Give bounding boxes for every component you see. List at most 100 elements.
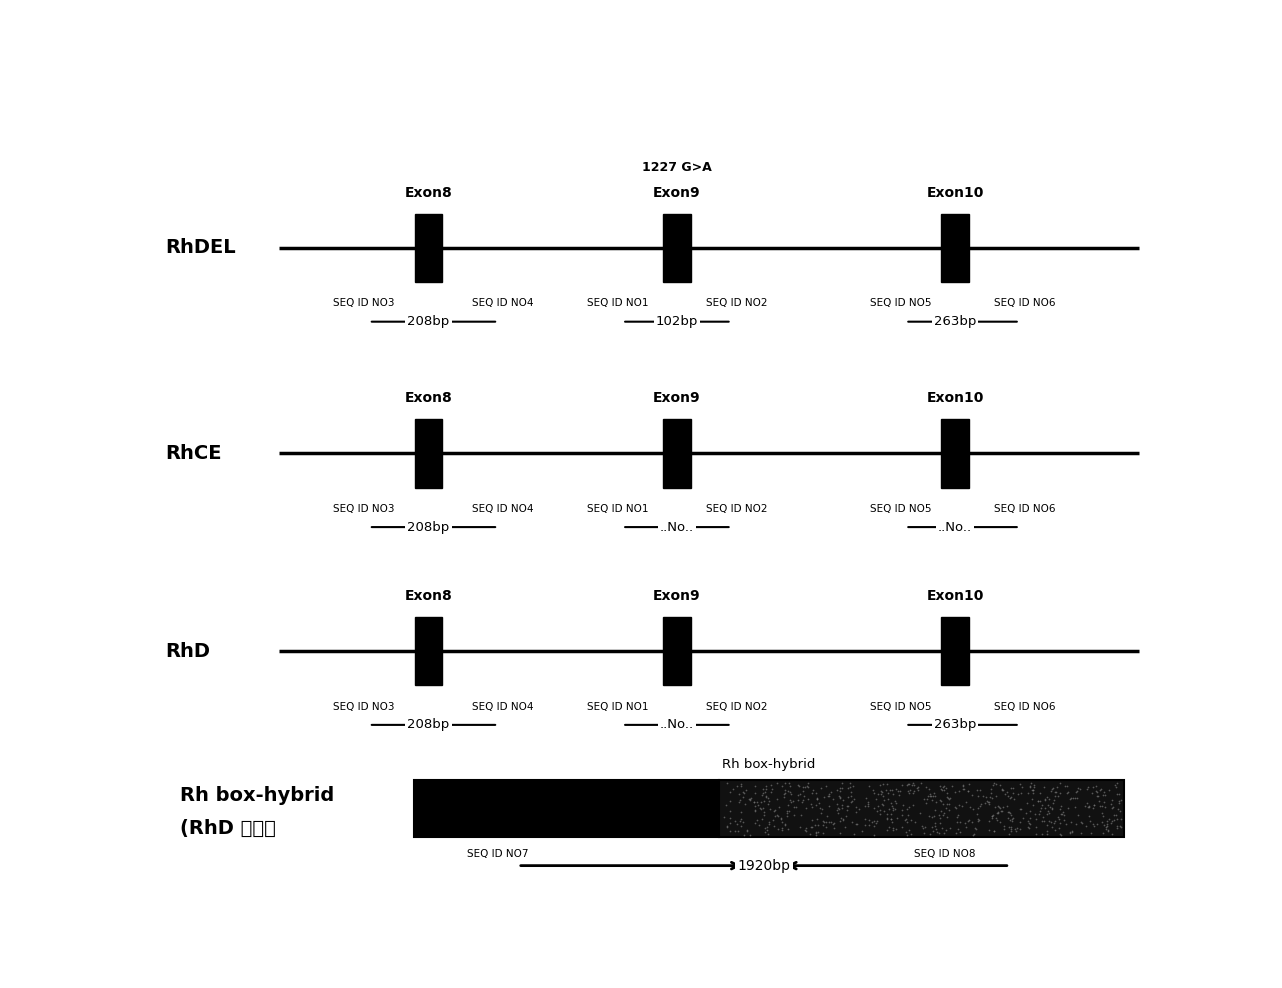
Point <box>774 817 795 833</box>
Point <box>917 791 937 807</box>
Point <box>987 805 1008 821</box>
Point <box>1044 815 1064 831</box>
Point <box>1046 780 1067 795</box>
Point <box>1099 811 1119 827</box>
Text: 263bp: 263bp <box>933 718 977 731</box>
Text: ..No..: ..No.. <box>660 718 694 731</box>
Point <box>808 825 828 841</box>
Point <box>800 826 820 842</box>
Point <box>1076 818 1096 834</box>
Point <box>717 775 737 790</box>
Point <box>914 825 935 841</box>
Text: 102bp: 102bp <box>655 315 699 328</box>
Point <box>882 799 903 815</box>
Point <box>882 782 903 797</box>
Point <box>745 802 765 818</box>
Point <box>790 819 810 835</box>
Point <box>1029 793 1050 809</box>
Point <box>903 784 923 800</box>
Point <box>846 816 867 832</box>
Point <box>978 823 999 839</box>
Point <box>1087 784 1108 800</box>
Point <box>1054 807 1074 823</box>
Point <box>841 784 862 800</box>
Point <box>919 807 940 823</box>
Point <box>751 801 772 817</box>
Text: ..No..: ..No.. <box>660 521 694 534</box>
Point <box>1037 826 1058 842</box>
Point <box>768 808 788 824</box>
Point <box>818 786 838 802</box>
Point <box>842 779 863 794</box>
Point <box>1072 815 1092 831</box>
Point <box>815 778 836 793</box>
Point <box>744 794 764 810</box>
Point <box>986 776 1006 791</box>
Point <box>915 819 936 835</box>
Point <box>864 818 885 834</box>
Point <box>1019 816 1040 832</box>
Point <box>795 823 815 839</box>
Point <box>868 798 888 814</box>
Point <box>1100 815 1120 831</box>
Bar <box>414 419 442 487</box>
Text: (RhD 阴性）: (RhD 阴性） <box>179 819 276 838</box>
Point <box>1060 824 1081 840</box>
Point <box>754 782 774 797</box>
Point <box>892 819 913 835</box>
Point <box>999 819 1019 835</box>
Text: 208bp: 208bp <box>408 718 450 731</box>
Point <box>858 798 878 814</box>
Text: RhD: RhD <box>165 641 210 661</box>
Point <box>932 820 953 836</box>
Point <box>749 800 769 816</box>
Point <box>945 799 965 815</box>
Point <box>1092 808 1113 824</box>
Point <box>950 824 970 840</box>
Point <box>1003 781 1023 796</box>
Point <box>797 776 818 791</box>
Point <box>962 787 982 803</box>
Point <box>901 826 922 842</box>
Point <box>1108 776 1128 791</box>
Point <box>1077 795 1097 811</box>
Point <box>1000 821 1020 837</box>
Point <box>1106 779 1127 794</box>
Point <box>753 787 773 803</box>
Point <box>968 812 988 828</box>
Text: SEQ ID NO7: SEQ ID NO7 <box>468 850 528 860</box>
Point <box>1004 810 1024 826</box>
Point <box>770 810 791 826</box>
Point <box>774 776 795 791</box>
Point <box>1083 818 1104 834</box>
Point <box>906 780 927 795</box>
Point <box>987 797 1008 813</box>
Text: Exon10: Exon10 <box>927 391 983 405</box>
Point <box>1018 815 1038 831</box>
Text: Exon10: Exon10 <box>927 186 983 200</box>
Point <box>1108 801 1128 817</box>
Point <box>781 794 801 810</box>
Point <box>929 825 950 841</box>
Text: 263bp: 263bp <box>933 315 977 328</box>
Point <box>829 788 850 804</box>
Point <box>885 793 905 809</box>
Point <box>959 776 979 791</box>
Point <box>983 807 1004 823</box>
Point <box>764 808 785 824</box>
Point <box>803 782 823 797</box>
Point <box>1045 822 1065 838</box>
Point <box>719 823 740 839</box>
Point <box>932 782 953 798</box>
Point <box>1031 800 1051 816</box>
Point <box>885 801 905 817</box>
Text: SEQ ID NO3: SEQ ID NO3 <box>333 701 395 711</box>
Point <box>931 815 951 831</box>
Point <box>1076 798 1096 814</box>
Point <box>867 813 887 829</box>
Point <box>731 804 751 820</box>
Point <box>813 825 833 841</box>
Point <box>1088 793 1109 809</box>
Point <box>890 783 910 799</box>
Point <box>878 801 899 817</box>
